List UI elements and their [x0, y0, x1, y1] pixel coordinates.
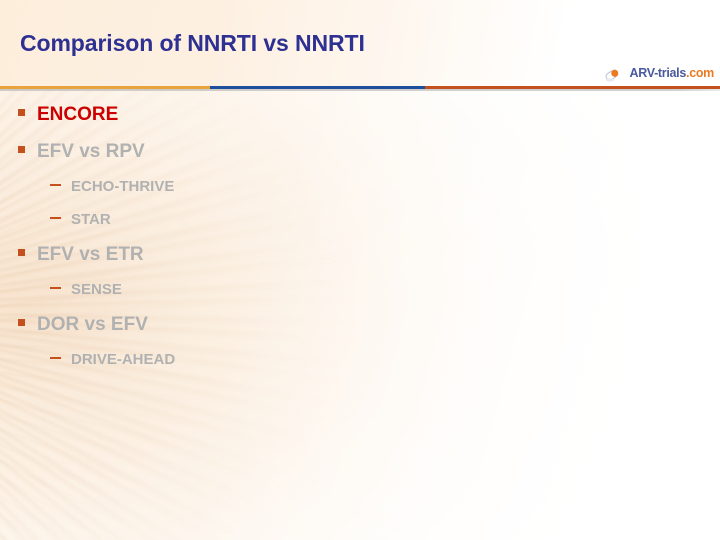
dash-bullet-icon [50, 184, 61, 186]
outline-item-label: EFV vs ETR [37, 244, 144, 265]
divider-segment-blue [210, 86, 425, 89]
outline-list: ENCORE EFV vs RPV ECHO-THRIVE STAR EFV vs ET… [0, 104, 720, 384]
outline-item-level2: STAR [0, 211, 720, 244]
square-bullet-icon [18, 319, 25, 326]
logo-text-com: .com [686, 65, 714, 80]
title-divider [0, 86, 720, 89]
logo-text-trials: -trials [654, 65, 687, 80]
divider-segment-red [425, 86, 720, 89]
arv-trials-logo[interactable]: ARV-trials.com [604, 62, 714, 84]
dash-bullet-icon [50, 217, 61, 219]
outline-item-level1: EFV vs RPV [0, 141, 720, 178]
outline-item-level1: ENCORE [0, 104, 720, 141]
outline-item-label: DRIVE-AHEAD [71, 351, 176, 368]
outline-item-level2: ECHO-THRIVE [0, 178, 720, 211]
page-title: Comparison of NNRTI vs NNRTI [20, 30, 365, 56]
slide-header: Comparison of NNRTI vs NNRTI [0, 0, 720, 86]
outline-item-level1: DOR vs EFV [0, 314, 720, 351]
square-bullet-icon [18, 249, 25, 256]
logo-wordmark: ARV-trials.com [629, 67, 714, 80]
outline-item-label: ECHO-THRIVE [71, 178, 175, 195]
divider-segment-orange [0, 86, 210, 89]
outline-item-label: SENSE [71, 281, 122, 298]
capsule-pill-icon [604, 64, 626, 82]
outline-item-level1: EFV vs ETR [0, 244, 720, 281]
dash-bullet-icon [50, 287, 61, 289]
outline-item-label: DOR vs EFV [37, 314, 148, 335]
dash-bullet-icon [50, 357, 61, 359]
divider-shadow [0, 89, 720, 91]
outline-item-label: ENCORE [37, 104, 119, 125]
outline-item-label: EFV vs RPV [37, 141, 145, 162]
square-bullet-icon [18, 109, 25, 116]
outline-item-level2: SENSE [0, 281, 720, 314]
outline-item-level2: DRIVE-AHEAD [0, 351, 720, 384]
square-bullet-icon [18, 146, 25, 153]
outline-item-label: STAR [71, 211, 111, 228]
logo-text-arv: ARV [629, 65, 655, 80]
